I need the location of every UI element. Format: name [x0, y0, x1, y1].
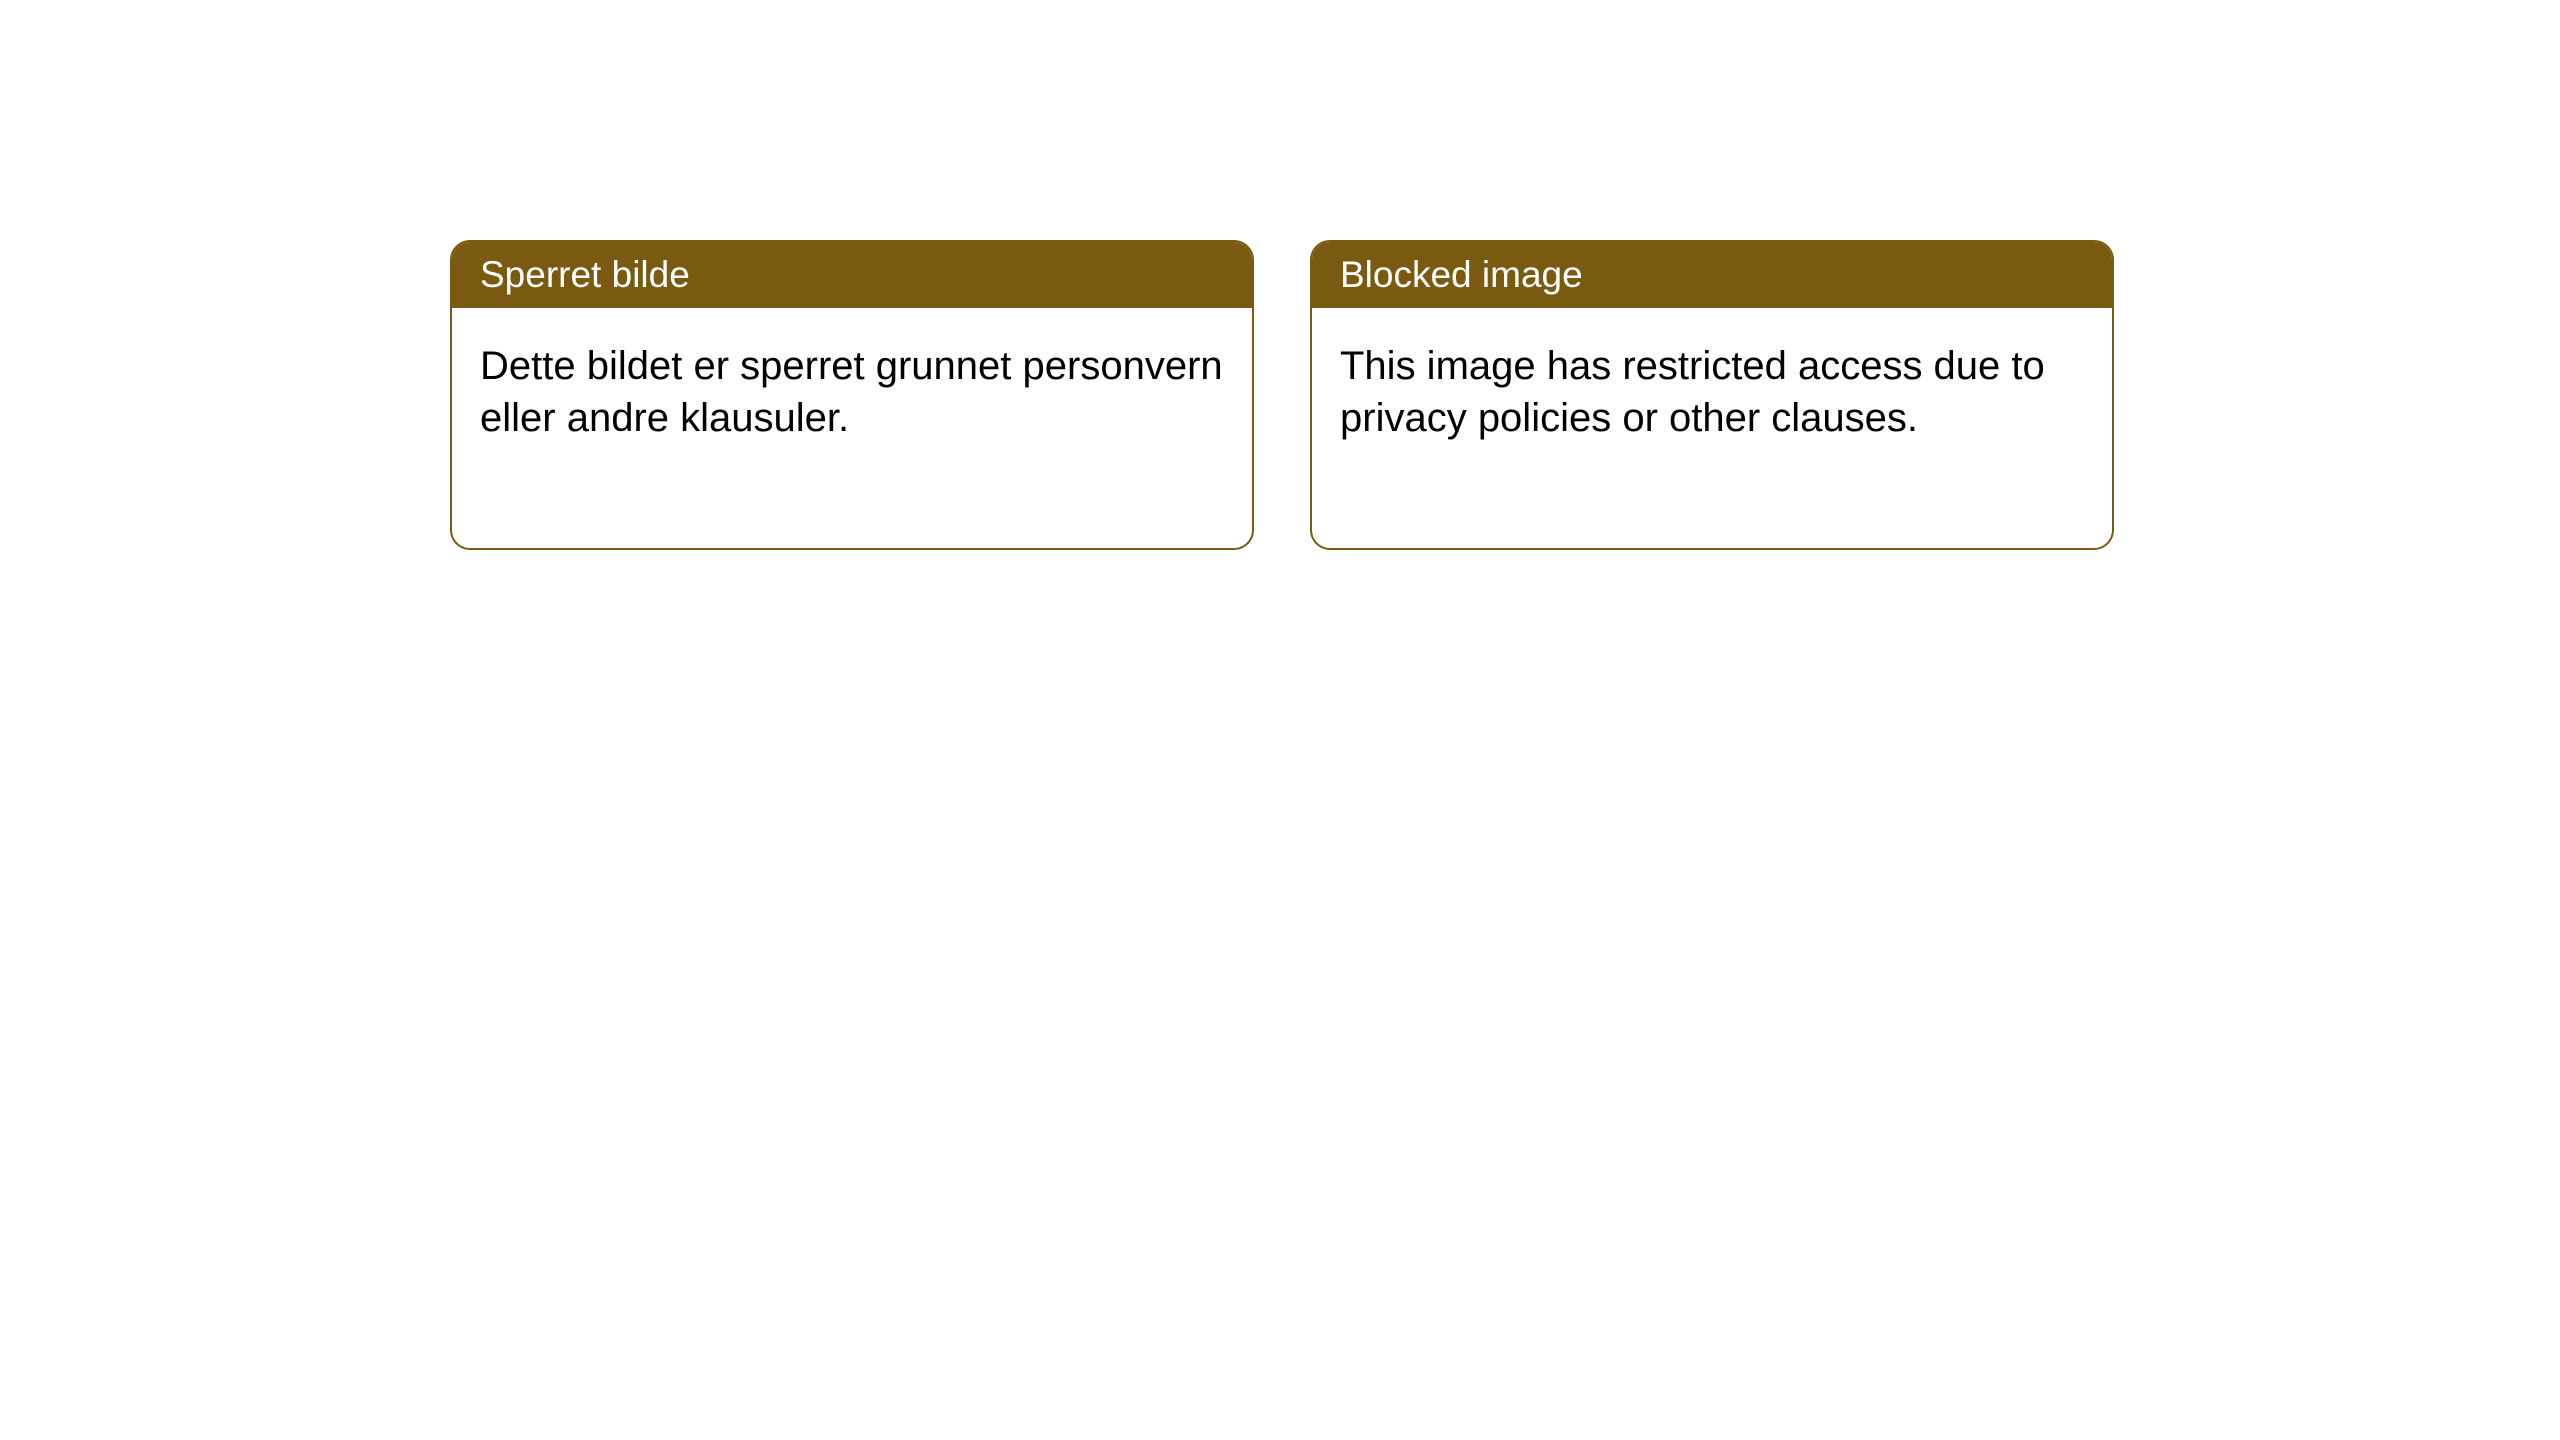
notice-body: Dette bildet er sperret grunnet personve… [452, 308, 1252, 548]
notice-title: Blocked image [1340, 254, 1583, 295]
notice-card-norwegian: Sperret bilde Dette bildet er sperret gr… [450, 240, 1254, 550]
notice-header: Blocked image [1312, 242, 2112, 308]
notice-body-text: This image has restricted access due to … [1340, 344, 2045, 440]
notice-header: Sperret bilde [452, 242, 1252, 308]
notice-body-text: Dette bildet er sperret grunnet personve… [480, 344, 1223, 440]
notice-container: Sperret bilde Dette bildet er sperret gr… [450, 240, 2114, 550]
notice-title: Sperret bilde [480, 254, 690, 295]
notice-body: This image has restricted access due to … [1312, 308, 2112, 548]
notice-card-english: Blocked image This image has restricted … [1310, 240, 2114, 550]
